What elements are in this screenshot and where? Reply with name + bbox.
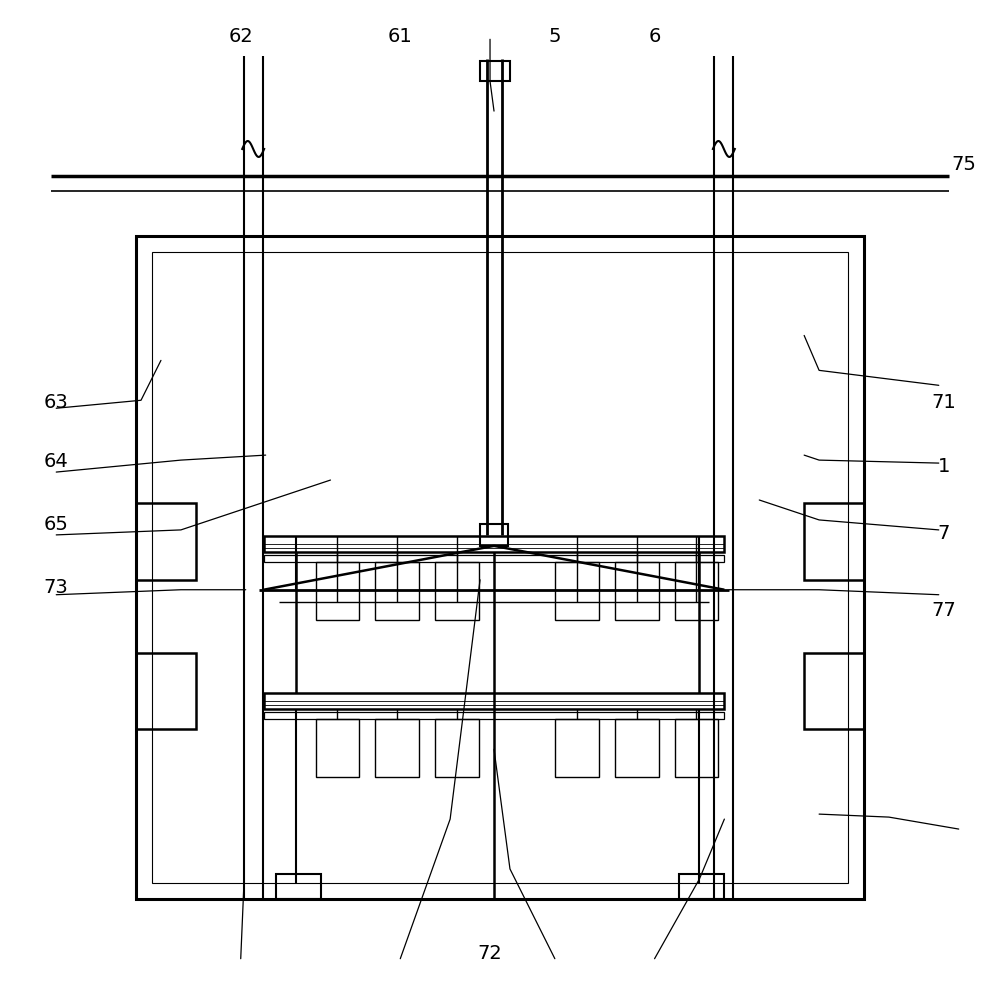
Bar: [804, 652, 864, 729]
Bar: [675, 562, 718, 620]
Text: 71: 71: [931, 393, 956, 412]
Text: 61: 61: [388, 27, 413, 46]
Text: 72: 72: [478, 944, 502, 963]
Bar: [264, 712, 724, 719]
Bar: [555, 719, 599, 778]
Bar: [136, 503, 196, 580]
Bar: [264, 693, 724, 709]
Bar: [316, 562, 359, 620]
Text: 1: 1: [938, 458, 950, 477]
Bar: [276, 874, 321, 899]
Bar: [136, 652, 196, 729]
Bar: [555, 562, 599, 620]
Text: 75: 75: [951, 155, 976, 175]
Bar: [264, 536, 724, 552]
Text: 6: 6: [648, 27, 661, 46]
Text: 62: 62: [228, 27, 253, 46]
Text: 64: 64: [44, 453, 69, 472]
Bar: [435, 562, 479, 620]
Bar: [675, 719, 718, 778]
Bar: [615, 719, 659, 778]
Bar: [480, 62, 510, 81]
Bar: [316, 719, 359, 778]
Text: 65: 65: [44, 514, 69, 533]
Bar: [435, 719, 479, 778]
Bar: [480, 524, 508, 546]
Bar: [615, 562, 659, 620]
Bar: [375, 719, 419, 778]
Text: 73: 73: [44, 578, 69, 597]
Bar: [152, 251, 848, 883]
Bar: [804, 503, 864, 580]
Text: 77: 77: [931, 601, 956, 620]
Bar: [136, 235, 864, 899]
Text: 7: 7: [938, 523, 950, 542]
Bar: [375, 562, 419, 620]
Text: 5: 5: [549, 27, 561, 46]
Bar: [679, 874, 724, 899]
Text: 63: 63: [44, 393, 69, 412]
Bar: [264, 555, 724, 562]
